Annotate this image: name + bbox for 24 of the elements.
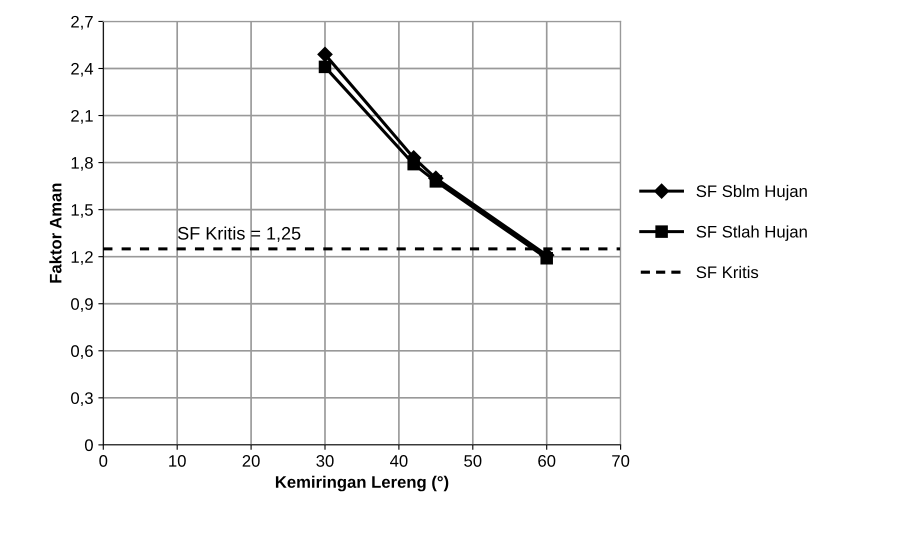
x-tick-label: 50 [464, 455, 482, 467]
annotation: SF Kritis = 1,25 [178, 226, 300, 242]
y-tick-label: 1,8 [72, 156, 93, 171]
y-tick-label: 0,3 [71, 392, 93, 406]
x-tick-label: 40 [390, 455, 408, 467]
y-tick-label: 0 [84, 439, 93, 452]
y-tick-label: 2,4 [71, 62, 94, 77]
y-tick-label: 2,1 [71, 110, 93, 124]
y-tick-label: 0,6 [71, 345, 93, 359]
x-tick-label: 10 [169, 455, 186, 467]
x-tick-label: 20 [242, 455, 260, 467]
legend-label: SF Stlah Hujan [696, 225, 807, 241]
x-axis-title: Kemiringan Lereng (°) [276, 476, 448, 492]
y-axis-title: Faktor Aman [49, 184, 62, 283]
x-tick-label: 30 [316, 455, 334, 467]
y-tick-label: 2,7 [71, 16, 93, 30]
x-tick-label: 60 [538, 455, 556, 467]
legend-label: SF Kritis [696, 266, 758, 278]
y-tick-label: 0,9 [71, 298, 93, 312]
x-tick-label: 0 [99, 455, 108, 467]
y-tick-label: 1,2 [72, 251, 93, 265]
legend-label: SF Sblm Hujan [696, 184, 807, 200]
y-tick-label: 1,5 [72, 204, 93, 218]
x-tick-label: 70 [612, 455, 630, 467]
